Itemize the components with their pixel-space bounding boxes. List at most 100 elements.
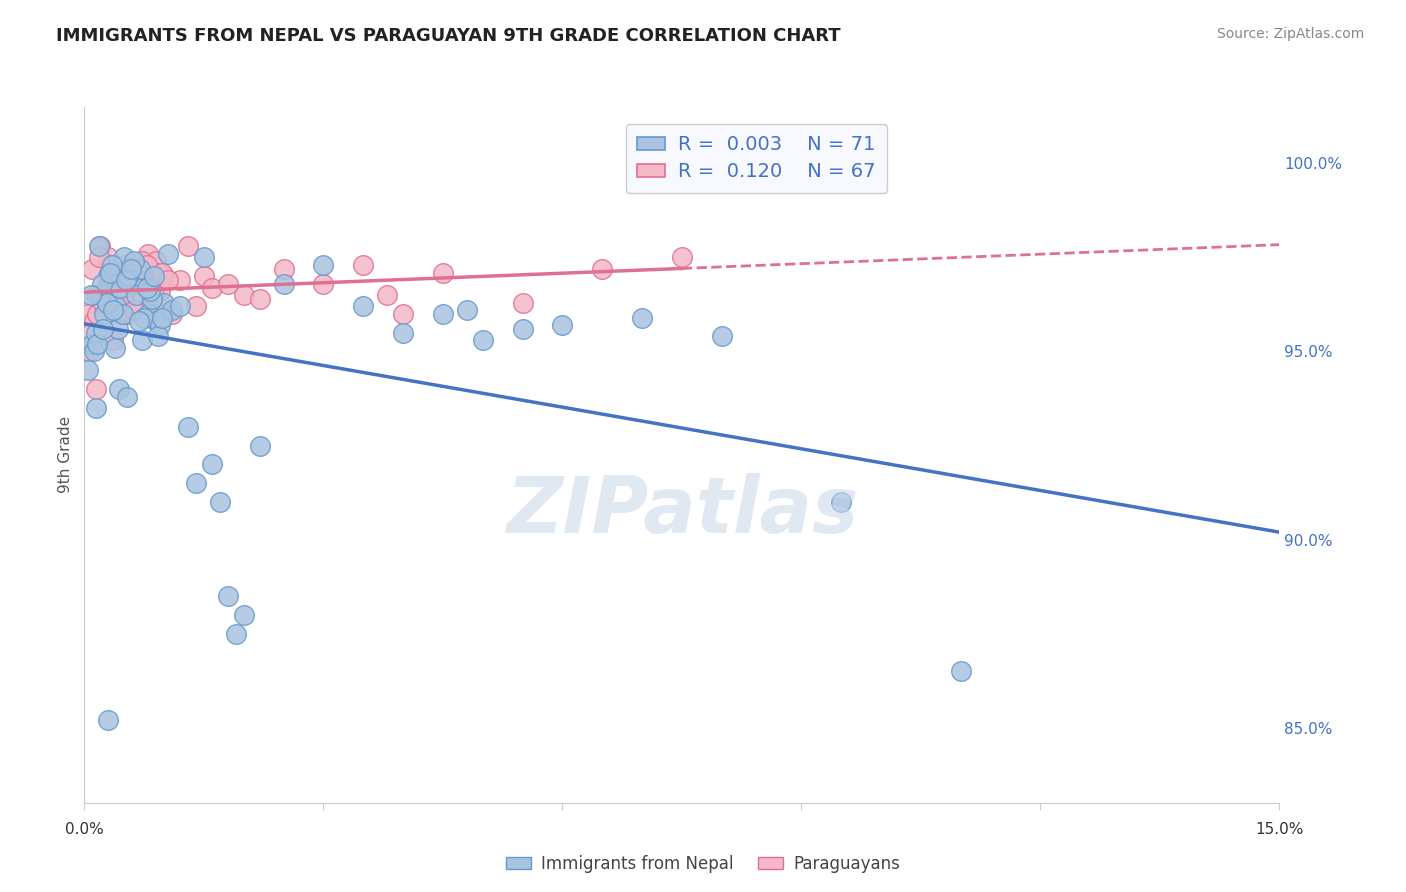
Point — [710, 329, 733, 343]
Text: IMMIGRANTS FROM NEPAL VS PARAGUAYAN 9TH GRADE CORRELATION CHART: IMMIGRANTS FROM NEPAL VS PARAGUAYAN 9TH … — [56, 27, 841, 45]
Point — [93, 295, 115, 310]
Point — [512, 295, 534, 310]
Point — [141, 299, 163, 313]
Point — [82, 261, 104, 276]
Point — [157, 273, 180, 287]
Point — [125, 292, 148, 306]
Point — [111, 292, 134, 306]
Point — [169, 273, 191, 287]
Point — [631, 310, 654, 325]
Point — [949, 664, 972, 678]
Point — [135, 258, 157, 272]
Point — [87, 239, 110, 253]
Text: Source: ZipAtlas.com: Source: ZipAtlas.com — [1216, 27, 1364, 41]
Point — [129, 261, 152, 276]
Point — [77, 307, 100, 321]
Point — [90, 277, 112, 291]
Point — [89, 239, 111, 253]
Point — [143, 288, 166, 302]
Point — [93, 322, 115, 336]
Point — [111, 307, 134, 321]
Point — [141, 292, 163, 306]
Point — [112, 251, 135, 265]
Point — [456, 303, 478, 318]
Text: ZIPatlas: ZIPatlas — [506, 473, 858, 549]
Point — [153, 295, 176, 310]
Point — [145, 314, 167, 328]
Point — [232, 288, 254, 302]
Point — [201, 458, 224, 472]
Point — [184, 476, 207, 491]
Point — [217, 277, 239, 291]
Point — [77, 344, 100, 359]
Point — [135, 280, 157, 294]
Point — [117, 280, 139, 294]
Point — [193, 251, 215, 265]
Point — [83, 314, 105, 328]
Point — [108, 280, 131, 294]
Point — [152, 266, 174, 280]
Point — [114, 269, 136, 284]
Point — [107, 322, 129, 336]
Point — [375, 288, 398, 302]
Point — [177, 419, 200, 434]
Point — [86, 326, 108, 340]
Point — [82, 337, 104, 351]
Point — [157, 246, 180, 260]
Point — [120, 269, 142, 284]
Point — [121, 269, 143, 284]
Point — [160, 307, 183, 321]
Point — [432, 307, 454, 321]
Point — [153, 269, 176, 284]
Point — [392, 307, 415, 321]
Point — [96, 295, 118, 310]
Point — [105, 266, 128, 280]
Point — [86, 307, 108, 321]
Point — [160, 303, 183, 318]
Point — [249, 292, 271, 306]
Point — [84, 401, 107, 415]
Y-axis label: 9th Grade: 9th Grade — [58, 417, 73, 493]
Point — [225, 626, 247, 640]
Point — [110, 280, 132, 294]
Point — [128, 314, 150, 328]
Point — [352, 258, 374, 272]
Point — [98, 266, 121, 280]
Point — [83, 344, 105, 359]
Point — [122, 254, 145, 268]
Point — [86, 337, 108, 351]
Point — [143, 269, 166, 284]
Point — [96, 280, 118, 294]
Point — [104, 261, 127, 276]
Point — [145, 254, 167, 268]
Point — [101, 258, 124, 272]
Point — [551, 318, 574, 333]
Point — [90, 288, 112, 302]
Point — [101, 303, 124, 318]
Point — [97, 269, 120, 284]
Text: 0.0%: 0.0% — [65, 822, 104, 837]
Point — [146, 266, 169, 280]
Point — [125, 288, 148, 302]
Point — [97, 251, 120, 265]
Point — [87, 251, 110, 265]
Point — [89, 288, 111, 302]
Point — [98, 258, 121, 272]
Point — [232, 607, 254, 622]
Point — [120, 261, 142, 276]
Point — [138, 295, 160, 310]
Point — [136, 246, 159, 260]
Point — [471, 333, 494, 347]
Point — [97, 713, 120, 727]
Point — [352, 299, 374, 313]
Point — [131, 269, 153, 284]
Point — [392, 326, 415, 340]
Point — [273, 261, 295, 276]
Point — [80, 326, 103, 340]
Point — [110, 307, 132, 321]
Point — [146, 329, 169, 343]
Point — [249, 438, 271, 452]
Point — [312, 258, 335, 272]
Point — [101, 277, 124, 291]
Legend: R =  0.003    N = 71, R =  0.120    N = 67: R = 0.003 N = 71, R = 0.120 N = 67 — [626, 124, 887, 193]
